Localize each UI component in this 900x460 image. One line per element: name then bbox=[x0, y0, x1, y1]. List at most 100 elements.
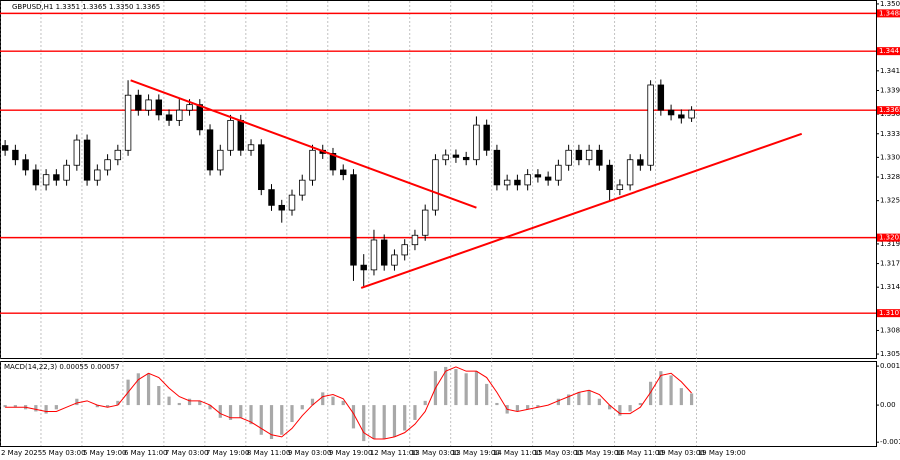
y-tick-label: 1.3335 bbox=[880, 130, 900, 138]
x-tick-label: 16 May 11:00 bbox=[616, 449, 664, 457]
macd-bar bbox=[249, 405, 253, 425]
macd-bar bbox=[198, 400, 202, 406]
main-plot bbox=[0, 12, 876, 314]
macd-bar bbox=[34, 405, 38, 412]
y-tick-label: 1.3170 bbox=[880, 260, 900, 268]
candle-body bbox=[514, 179, 521, 186]
x-tick-label: 6 May 11:00 bbox=[124, 449, 168, 457]
macd-bar bbox=[515, 405, 520, 412]
macd-bar bbox=[218, 405, 222, 418]
chart-title: GBPUSD,H1 1.3351 1.3365 1.3350 1.3365 bbox=[12, 3, 160, 11]
y-tick-label: 1.3250 bbox=[880, 197, 900, 205]
level-label: 1.344 bbox=[879, 47, 900, 55]
macd-bar bbox=[13, 405, 17, 408]
candle-body bbox=[186, 104, 193, 111]
macd-bar bbox=[638, 402, 642, 406]
y-tick-label: 1.3500 bbox=[880, 0, 900, 8]
x-tick-label: 8 May 11:00 bbox=[247, 449, 291, 457]
macd-bar bbox=[372, 405, 376, 440]
macd-bar bbox=[290, 405, 294, 423]
macd-bar bbox=[259, 405, 263, 435]
candle-body bbox=[206, 129, 214, 171]
candle-body bbox=[555, 164, 562, 181]
candle-body bbox=[688, 109, 695, 119]
x-tick-label: 9 May 03:00 bbox=[288, 449, 332, 457]
candle-body bbox=[678, 114, 685, 119]
candle-body bbox=[247, 144, 255, 151]
macd-bar bbox=[321, 392, 325, 406]
macd-bar bbox=[679, 388, 683, 406]
x-tick-label: 15 May 19:00 bbox=[575, 449, 623, 457]
y-tick-label: 1.3085 bbox=[880, 326, 900, 334]
macd-bar bbox=[464, 373, 468, 406]
candle-body bbox=[309, 149, 316, 181]
y-tick-label: 1.3195 bbox=[880, 240, 900, 248]
candle-body bbox=[288, 194, 296, 211]
macd-bar bbox=[444, 366, 448, 406]
macd-bar bbox=[648, 381, 653, 406]
candle-body bbox=[135, 94, 142, 111]
x-tick-label: 13 May 03:00 bbox=[411, 449, 459, 457]
macd-panel-frame bbox=[0, 361, 877, 447]
candle-body bbox=[258, 144, 265, 191]
trend-line bbox=[130, 79, 477, 209]
macd-bar bbox=[474, 371, 479, 406]
candle-body bbox=[278, 204, 285, 211]
macd-bar bbox=[618, 405, 622, 416]
x-tick-label: 7 May 19:00 bbox=[206, 449, 250, 457]
candle-body bbox=[432, 159, 439, 211]
candle-body bbox=[544, 176, 552, 181]
x-tick-label: 7 May 03:00 bbox=[165, 449, 209, 457]
macd-bar bbox=[310, 398, 315, 406]
macd-bar bbox=[413, 405, 417, 420]
macd-bar bbox=[331, 396, 335, 406]
candle-body bbox=[114, 149, 122, 161]
candle-body bbox=[421, 209, 429, 236]
candle-body bbox=[647, 84, 654, 166]
level-label-box bbox=[877, 106, 900, 115]
candle-body bbox=[606, 164, 613, 191]
candle-body bbox=[53, 174, 60, 181]
candle-body bbox=[22, 159, 29, 171]
candle-body bbox=[329, 153, 337, 171]
trend-line bbox=[360, 132, 803, 289]
macd-bar bbox=[157, 386, 161, 406]
candle-body bbox=[340, 169, 347, 176]
candle-body bbox=[452, 154, 460, 158]
macd-bar bbox=[208, 405, 212, 410]
y-tick-label: 1.3415 bbox=[880, 67, 900, 75]
macd-bar bbox=[567, 394, 571, 406]
candle-body bbox=[268, 189, 275, 206]
x-tick-label: 12 May 11:00 bbox=[370, 449, 418, 457]
macd-bar bbox=[587, 390, 591, 406]
candle-body bbox=[145, 99, 152, 111]
grid bbox=[0, 1, 698, 446]
macd-bar bbox=[280, 405, 284, 435]
x-tick-label: 5 May 19:00 bbox=[83, 449, 127, 457]
macd-plot bbox=[3, 366, 694, 442]
candle-body bbox=[401, 244, 408, 256]
candle-body bbox=[1, 145, 9, 151]
macd-bar bbox=[95, 405, 99, 408]
candle-body bbox=[462, 156, 470, 161]
macd-bar bbox=[454, 369, 458, 406]
level-label: 1.3488 bbox=[879, 9, 900, 17]
macd-bar bbox=[228, 405, 233, 420]
macd-bar bbox=[597, 398, 601, 406]
level-label-box bbox=[877, 9, 900, 18]
candle-body bbox=[165, 114, 173, 121]
y-tick-label: 1.3280 bbox=[880, 173, 900, 181]
macd-bar bbox=[300, 405, 304, 410]
y-tick-label: 1.3055 bbox=[880, 350, 900, 358]
macd-bar bbox=[577, 392, 581, 406]
macd-bar bbox=[485, 383, 489, 406]
candle-body bbox=[473, 124, 480, 161]
macd-bar bbox=[659, 371, 663, 406]
x-tick-label: 15 May 03:00 bbox=[534, 449, 582, 457]
y-tick-label: 1.3140 bbox=[880, 283, 900, 291]
candle-body bbox=[104, 159, 111, 171]
candle-body bbox=[411, 234, 419, 246]
x-tick-label: 19 May 03:00 bbox=[657, 449, 705, 457]
candle-body bbox=[534, 174, 542, 178]
